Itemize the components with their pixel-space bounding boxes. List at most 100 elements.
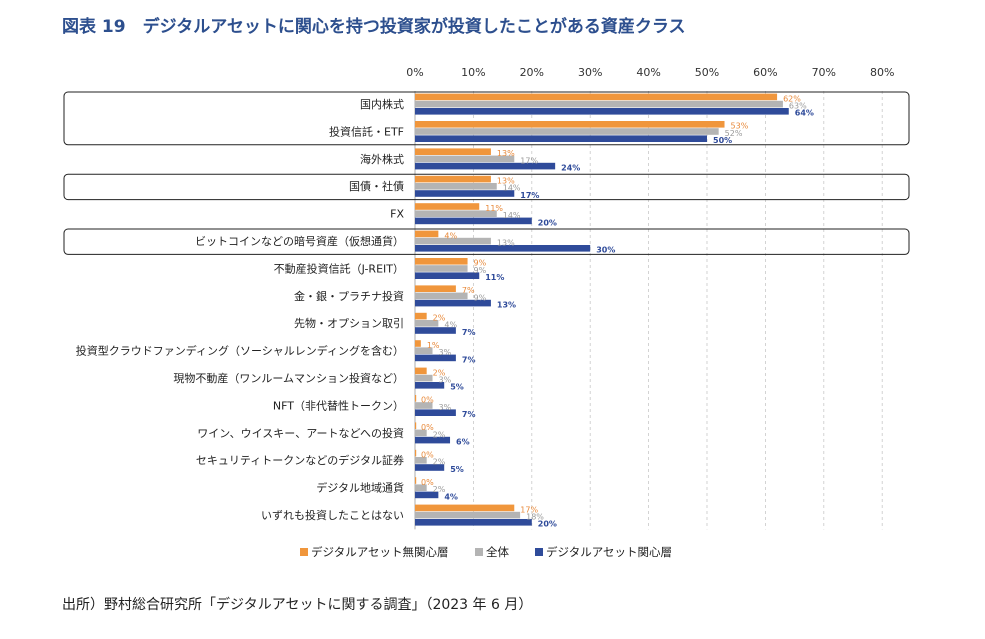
data-label: 1%: [427, 341, 440, 350]
data-label: 9%: [474, 266, 487, 275]
category-label: 投資型クラウドファンディング（ソーシャルレンディングを含む）: [76, 344, 404, 358]
bar: [415, 327, 456, 334]
x-tick-label: 50%: [695, 66, 719, 79]
data-label: 4%: [444, 492, 458, 501]
data-label: 2%: [433, 485, 446, 494]
data-label: 52%: [725, 129, 743, 138]
bar: [415, 100, 783, 108]
source-note: 出所）野村総合研究所「デジタルアセットに関する調査」（2023 年 6 月）: [62, 597, 533, 613]
bar: [415, 374, 433, 382]
legend-label: デジタルアセット関心層: [546, 545, 672, 559]
data-label: 14%: [503, 184, 521, 193]
bar: [415, 245, 591, 252]
bar: [415, 135, 707, 142]
data-label: 63%: [789, 102, 807, 111]
data-label: 0%: [421, 478, 434, 487]
data-label: 0%: [421, 451, 434, 460]
data-label: 6%: [456, 438, 470, 447]
category-label: セキュリティトークンなどのデジタル証券: [196, 453, 404, 467]
category-label: FX: [390, 208, 404, 221]
x-tick-label: 60%: [753, 66, 777, 79]
bar: [415, 436, 451, 444]
highlight-frames: [63, 91, 910, 255]
bar: [415, 230, 439, 238]
bar: [415, 108, 789, 115]
data-label: 3%: [439, 348, 452, 357]
bar: [415, 395, 417, 402]
category-label: ビットコインなどの暗号資産（仮想通貨）: [195, 234, 404, 248]
bars: [415, 93, 789, 526]
bar: [415, 402, 433, 409]
data-label: 17%: [520, 191, 539, 200]
category-label: いずれも投資したことはない: [261, 508, 404, 522]
bar: [415, 367, 427, 375]
bar: [415, 504, 515, 512]
x-tick-label: 80%: [870, 66, 894, 79]
data-label: 9%: [474, 293, 487, 302]
x-axis-ticks: 0% 10% 20% 30% 40% 50% 60% 70% 80%: [406, 66, 894, 79]
data-label: 17%: [520, 505, 538, 514]
data-label: 3%: [439, 376, 452, 385]
bar: [415, 340, 421, 347]
bar: [415, 484, 427, 491]
bar: [415, 511, 521, 519]
x-tick-label: 40%: [636, 66, 660, 79]
data-label: 18%: [526, 513, 544, 522]
bar: [415, 203, 480, 210]
bar: [415, 190, 515, 197]
data-label: 30%: [596, 246, 615, 255]
data-label: 4%: [444, 321, 457, 330]
data-labels: 62%63%64%53%52%50%13%17%24%13%14%17%11%1…: [421, 94, 814, 528]
bar: [415, 93, 778, 101]
category-label: 投資信託・ETF: [329, 124, 404, 138]
bar: [415, 272, 480, 279]
category-label: 国債・社債: [349, 179, 404, 193]
bar: [415, 299, 491, 307]
data-label: 3%: [439, 403, 452, 412]
bar: [415, 354, 456, 362]
data-label: 0%: [421, 423, 434, 432]
bar: [415, 382, 445, 389]
data-label: 0%: [421, 396, 434, 405]
highlight-frame: [63, 173, 910, 201]
bar: [415, 155, 515, 163]
category-label: 現物不動産（ワンルームマンション投資など）: [173, 371, 404, 385]
bar: [415, 285, 456, 292]
bar: [415, 258, 468, 265]
data-label: 2%: [433, 458, 446, 467]
bar: [415, 175, 491, 183]
x-tick-label: 20%: [520, 66, 544, 79]
highlight-frame: [63, 91, 910, 146]
data-label: 11%: [485, 204, 503, 213]
data-label: 20%: [538, 218, 557, 227]
bar: [415, 320, 439, 327]
data-label: 13%: [497, 177, 515, 186]
bar: [415, 449, 417, 457]
data-label: 62%: [783, 94, 801, 103]
category-label: 先物・オプション取引: [294, 316, 404, 330]
x-tick-label: 30%: [578, 66, 602, 79]
bar: [415, 121, 725, 128]
data-label: 2%: [433, 314, 446, 323]
highlight-frame: [63, 228, 910, 255]
x-tick-label: 70%: [812, 66, 836, 79]
bar: [415, 210, 497, 217]
bar: [415, 464, 445, 471]
bar: [415, 217, 532, 225]
bar: [415, 457, 427, 464]
bar: [415, 162, 556, 170]
data-label: 24%: [561, 164, 580, 173]
legend-label: デジタルアセット無関心層: [311, 545, 449, 559]
bar: [415, 312, 427, 320]
data-label: 7%: [462, 355, 476, 364]
chart-title: 図表 19 デジタルアセットに関心を持つ投資家が投資したことがある資産クラス: [62, 17, 686, 37]
legend-swatch: [535, 548, 543, 556]
x-tick-label: 10%: [461, 66, 485, 79]
category-label: デジタル地域通貨: [316, 481, 404, 495]
bar: [415, 237, 491, 245]
data-label: 5%: [450, 465, 464, 474]
data-label: 64%: [795, 109, 814, 118]
data-label: 7%: [462, 328, 476, 337]
